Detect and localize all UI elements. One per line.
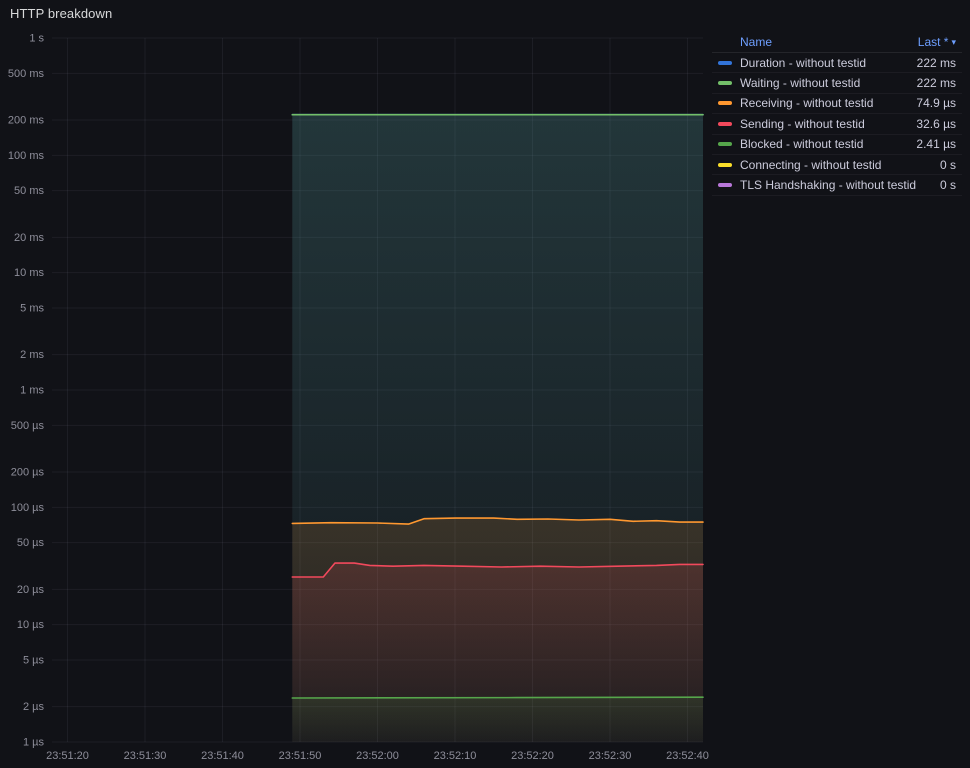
x-axis-tick-label: 23:51:20 xyxy=(46,750,89,762)
y-axis-tick-label: 100 µs xyxy=(11,502,45,514)
series-line-sending-without-testid xyxy=(291,562,704,578)
series-color-swatch[interactable] xyxy=(718,60,732,65)
x-axis-tick-label: 23:52:10 xyxy=(434,750,477,762)
y-axis-tick-label: 10 ms xyxy=(14,267,44,279)
y-axis-tick-label: 10 µs xyxy=(17,619,45,631)
series-color-swatch[interactable] xyxy=(718,142,732,147)
y-axis-tick-label: 2 ms xyxy=(20,349,44,361)
sort-desc-icon: ▾ xyxy=(951,36,956,47)
x-axis-tick-label: 23:51:30 xyxy=(124,750,167,762)
series-color-swatch[interactable] xyxy=(718,81,732,86)
x-axis-tick-label: 23:52:30 xyxy=(589,750,632,762)
x-axis-tick-label: 23:52:40 xyxy=(666,750,709,762)
legend-row: Waiting - without testid 222 ms xyxy=(712,73,962,94)
legend-series-value: 0 s xyxy=(939,157,956,172)
legend-rows: Duration - without testid 222 ms Waiting -… xyxy=(712,53,962,196)
series-layer xyxy=(291,113,704,742)
x-axis-tick-label: 23:51:50 xyxy=(279,750,322,762)
legend-series-value: 74.9 µs xyxy=(916,96,956,111)
legend-series-value: 2.41 µs xyxy=(916,137,956,152)
legend-row: Sending - without testid 32.6 µs xyxy=(712,114,962,135)
y-axis-tick-label: 50 µs xyxy=(17,537,45,549)
legend-name-header[interactable]: Name xyxy=(740,35,773,49)
y-axis-tick-label: 1 µs xyxy=(23,737,45,749)
series-color-swatch[interactable] xyxy=(718,162,732,167)
y-axis-tick-label: 20 ms xyxy=(14,232,44,244)
y-axis-tick-label: 1 ms xyxy=(20,385,44,397)
y-axis-tick-label: 2 µs xyxy=(23,701,45,713)
legend-row: Duration - without testid 222 ms xyxy=(712,53,962,74)
y-axis-tick-label: 5 ms xyxy=(20,302,44,314)
y-axis-tick-label: 200 ms xyxy=(8,115,45,127)
series-color-swatch[interactable] xyxy=(718,121,732,126)
y-axis-tick-label: 500 µs xyxy=(11,420,45,432)
y-axis-tick-label: 20 µs xyxy=(17,584,45,596)
y-axis-tick-label: 50 ms xyxy=(14,185,44,197)
legend-row: Receiving - without testid 74.9 µs xyxy=(712,94,962,115)
legend-series-label[interactable]: Duration - without testid xyxy=(740,55,867,70)
y-axis-tick-label: 500 ms xyxy=(8,68,45,80)
legend-row: TLS Handshaking - without testid 0 s xyxy=(712,175,962,196)
legend-series-label[interactable]: TLS Handshaking - without testid xyxy=(740,178,917,193)
y-axis-tick-label: 1 s xyxy=(29,33,44,45)
series-line-receiving-without-testid xyxy=(291,517,704,525)
legend-series-label[interactable]: Blocked - without testid xyxy=(740,137,864,152)
legend-series-value: 222 ms xyxy=(916,76,956,91)
series-line-blocked-without-testid xyxy=(291,696,704,699)
y-axis-tick-label: 5 µs xyxy=(23,654,45,666)
legend-value-header[interactable]: Last * ▾ xyxy=(918,36,956,48)
legend-series-value: 222 ms xyxy=(916,55,956,70)
legend-series-value: 0 s xyxy=(939,178,956,193)
legend-series-label[interactable]: Connecting - without testid xyxy=(740,157,882,172)
x-axis-tick-label: 23:52:00 xyxy=(356,750,399,762)
legend-table: Name Last * ▾ Duration - without testid 22… xyxy=(712,32,962,196)
legend-row: Blocked - without testid 2.41 µs xyxy=(712,135,962,155)
series-color-swatch[interactable] xyxy=(718,183,732,188)
legend-series-label[interactable]: Receiving - without testid xyxy=(740,96,874,111)
panel-title[interactable]: HTTP breakdown xyxy=(10,6,113,21)
series-area-blocked-without-testid xyxy=(292,697,703,742)
x-axis-tick-label: 23:52:20 xyxy=(511,750,554,762)
series-color-swatch[interactable] xyxy=(718,101,732,106)
legend-series-label[interactable]: Sending - without testid xyxy=(740,116,865,131)
legend-header: Name Last * ▾ xyxy=(712,32,962,53)
y-axis-tick-label: 200 µs xyxy=(11,467,45,479)
y-axis-tick-label: 100 ms xyxy=(8,150,45,162)
legend-value-header-label: Last * xyxy=(917,35,949,49)
x-axis-tick-label: 23:51:40 xyxy=(201,750,244,762)
legend-row: Connecting - without testid 0 s xyxy=(712,155,962,176)
legend-series-label[interactable]: Waiting - without testid xyxy=(740,76,861,91)
legend-series-value: 32.6 µs xyxy=(916,116,956,131)
